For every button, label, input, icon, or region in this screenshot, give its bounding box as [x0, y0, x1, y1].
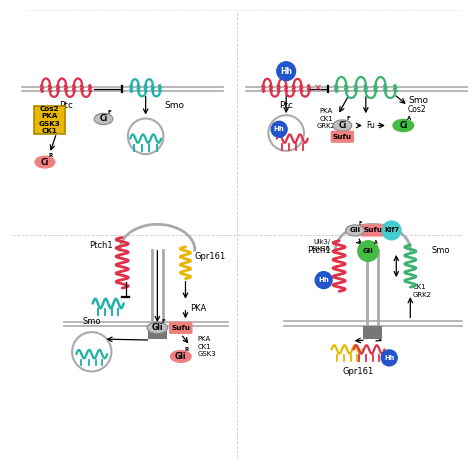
FancyBboxPatch shape	[169, 322, 192, 334]
Text: Gli: Gli	[349, 228, 361, 233]
Text: ✕: ✕	[314, 83, 322, 93]
Text: Ci: Ci	[399, 121, 408, 130]
Text: Gpr161: Gpr161	[342, 367, 374, 376]
Text: Hh: Hh	[318, 277, 329, 283]
Text: F: F	[359, 221, 362, 226]
Text: Ulk3/
Stk36: Ulk3/ Stk36	[312, 239, 331, 252]
Text: Ci: Ci	[41, 157, 49, 166]
Ellipse shape	[147, 322, 168, 334]
Circle shape	[382, 221, 401, 240]
Text: Smo: Smo	[164, 101, 184, 110]
Text: A: A	[407, 116, 411, 121]
Text: A: A	[374, 240, 378, 245]
Text: PKA: PKA	[190, 303, 206, 312]
Text: Cos2: Cos2	[408, 105, 427, 114]
FancyBboxPatch shape	[331, 131, 354, 143]
Text: Hh: Hh	[280, 67, 292, 76]
Text: Sufu: Sufu	[171, 325, 190, 331]
Text: Gli: Gli	[152, 323, 163, 332]
Text: Ci: Ci	[338, 121, 346, 130]
Text: Hh: Hh	[384, 355, 394, 361]
Text: Gli: Gli	[363, 248, 374, 254]
Text: F: F	[107, 110, 111, 115]
Text: R: R	[49, 153, 53, 158]
Text: Ptc: Ptc	[59, 101, 73, 110]
Text: Ptch1: Ptch1	[307, 246, 331, 255]
Ellipse shape	[94, 113, 113, 125]
Text: PKA
CK1
GSK3: PKA CK1 GSK3	[197, 337, 216, 357]
Text: Gli: Gli	[175, 352, 187, 361]
Circle shape	[315, 272, 332, 289]
Ellipse shape	[35, 156, 55, 168]
Ellipse shape	[333, 120, 352, 131]
FancyBboxPatch shape	[148, 326, 167, 339]
Text: Hh: Hh	[274, 126, 284, 132]
Text: Kif7: Kif7	[384, 228, 399, 233]
Text: CK1
GRK2: CK1 GRK2	[413, 284, 432, 298]
Ellipse shape	[171, 351, 191, 362]
Text: R: R	[184, 347, 189, 352]
Text: Ptc: Ptc	[279, 101, 293, 110]
Text: PKA
CK1
GRK2: PKA CK1 GRK2	[317, 108, 336, 129]
Text: Ci: Ci	[100, 114, 108, 123]
Text: Smo: Smo	[431, 246, 450, 255]
Text: Ptch1: Ptch1	[89, 241, 113, 250]
Text: Fu: Fu	[366, 121, 375, 130]
Text: Cos2
PKA
GSK3
CK1: Cos2 PKA GSK3 CK1	[39, 106, 61, 134]
Text: F: F	[346, 116, 350, 121]
Circle shape	[358, 241, 378, 261]
Circle shape	[381, 350, 397, 366]
Circle shape	[271, 121, 287, 137]
Text: Smo: Smo	[82, 317, 101, 326]
Ellipse shape	[346, 225, 365, 236]
Ellipse shape	[393, 119, 414, 132]
FancyBboxPatch shape	[361, 224, 385, 237]
Text: Sufu: Sufu	[333, 134, 352, 140]
Text: Smo: Smo	[408, 97, 428, 106]
Text: F: F	[161, 319, 165, 324]
Text: Gpr161: Gpr161	[195, 252, 226, 261]
Text: Sufu: Sufu	[364, 228, 383, 233]
Circle shape	[277, 62, 296, 81]
FancyBboxPatch shape	[364, 326, 382, 339]
FancyBboxPatch shape	[34, 106, 65, 134]
